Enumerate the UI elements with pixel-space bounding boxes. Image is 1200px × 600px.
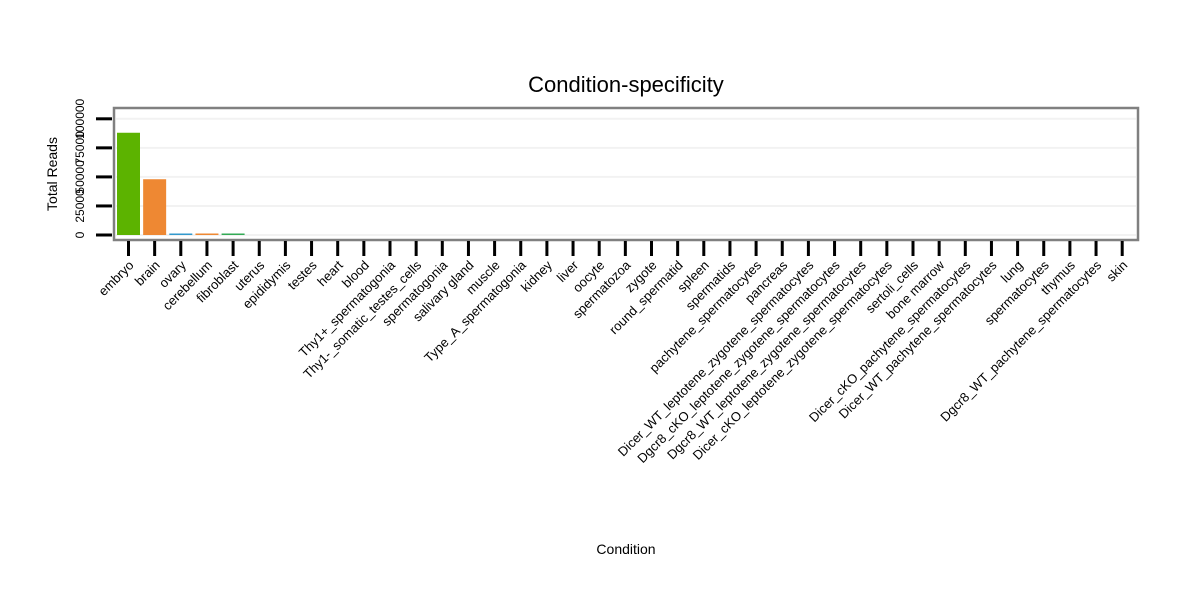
x-axis-label: Condition xyxy=(596,541,655,557)
bar-cerebellum xyxy=(195,233,219,235)
x-tick-label-skin: skin xyxy=(1103,258,1130,285)
x-axis: embryobrainovarycerebellumfibroblastuter… xyxy=(95,241,1130,466)
grid-lines xyxy=(116,117,1136,236)
bars xyxy=(117,132,245,235)
x-tick-label-testes: testes xyxy=(285,257,320,292)
bar-brain xyxy=(143,179,167,235)
y-tick-label-1: 25000 xyxy=(73,189,87,223)
y-tick-label-2: 50000 xyxy=(73,160,87,194)
y-tick-label-4: 100000 xyxy=(73,98,87,138)
bar-embryo xyxy=(117,132,140,235)
x-tick-label-brain: brain xyxy=(132,258,163,289)
x-tick-label-embryo: embryo xyxy=(95,258,136,299)
y-axis-label: Total Reads xyxy=(44,137,60,211)
bar-ovary xyxy=(169,233,193,235)
x-tick-label-heart: heart xyxy=(314,257,346,289)
plot-panel xyxy=(112,106,1140,242)
y-tick-label-0: 0 xyxy=(73,231,87,238)
bar-fibroblast xyxy=(221,233,245,235)
chart-title: Condition-specificity xyxy=(528,72,724,97)
y-tick-label-3: 75000 xyxy=(73,131,87,165)
